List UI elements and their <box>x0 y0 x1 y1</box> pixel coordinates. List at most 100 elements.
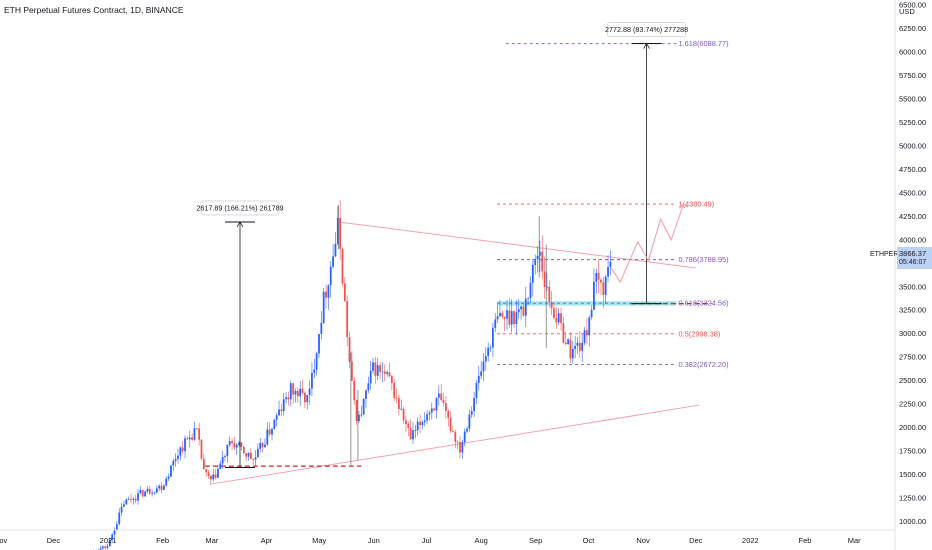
candle-body <box>111 534 114 540</box>
candle-body <box>353 380 356 400</box>
candle-body <box>282 399 285 412</box>
candle-body <box>477 375 480 383</box>
candle-body <box>101 546 104 549</box>
candle-body <box>578 342 581 351</box>
candle-body <box>546 286 548 288</box>
candle-body <box>141 490 144 497</box>
candle-body <box>289 383 292 400</box>
candle-body <box>292 383 295 395</box>
candle-body <box>245 453 248 457</box>
candle-body <box>482 361 485 372</box>
price-tick-label: 1250.00 <box>899 494 926 503</box>
candle-body <box>372 362 374 371</box>
candle-body <box>543 271 546 288</box>
candle-body <box>531 264 534 283</box>
candle-body <box>123 504 125 507</box>
candle-body <box>339 217 342 249</box>
candle-body <box>148 488 151 494</box>
price-tick-label: 5000.00 <box>899 141 926 150</box>
candle-body <box>127 498 130 500</box>
price-tick-label: 5500.00 <box>899 94 926 103</box>
candle-body <box>271 428 273 435</box>
candle-body <box>501 312 504 317</box>
candle-body <box>553 308 555 319</box>
candle-body <box>226 444 229 457</box>
price-tick-label: 6000.00 <box>899 48 926 57</box>
candle-body <box>510 311 513 325</box>
candle-body <box>393 382 396 398</box>
last-price: 3866.37 <box>899 249 927 258</box>
candle-body <box>369 370 372 384</box>
time-axis[interactable]: Nov Dec 2021 Feb Mar Apr May Jun Jul Aug Sep Oct Nov… <box>0 536 861 545</box>
candle-body <box>421 422 424 426</box>
candle-body <box>402 408 405 421</box>
candle-body <box>588 317 591 336</box>
candle-body <box>195 428 198 430</box>
resistance-trendline[interactable] <box>338 221 696 269</box>
candle-body <box>426 414 428 421</box>
candle-body <box>609 261 612 267</box>
candle-body <box>583 330 586 343</box>
candle-body <box>522 306 525 316</box>
candle-body <box>108 539 111 547</box>
price-tick-label: 2500.00 <box>899 376 926 385</box>
candle-body <box>346 301 349 338</box>
candle-body <box>130 498 132 500</box>
support-trendline[interactable] <box>211 404 700 485</box>
candle-body <box>496 316 499 320</box>
time-tick-label: Dec <box>689 536 703 545</box>
candle-body <box>249 452 252 459</box>
candle-body <box>132 498 135 500</box>
candle-body <box>409 427 412 440</box>
candle-body <box>600 279 602 283</box>
candle-body <box>233 443 236 448</box>
candle-body <box>397 398 400 409</box>
candle-body <box>327 285 330 298</box>
candle-body <box>278 409 280 416</box>
candle-body <box>167 476 170 479</box>
candle-body <box>536 255 539 260</box>
candle-body <box>120 506 123 513</box>
candle-body <box>228 441 231 445</box>
time-tick-label: Feb <box>798 536 811 545</box>
candle-body <box>541 251 544 272</box>
candle-body <box>508 310 511 325</box>
candle-body <box>261 442 264 448</box>
price-axis[interactable]: 1000.00 1250.00 1500.00 1750.00 2000.00 2250.… <box>899 1 926 526</box>
candle-body <box>280 409 283 412</box>
price-tick-label: 2000.00 <box>899 423 926 432</box>
candle-body <box>313 369 316 374</box>
projection-path[interactable] <box>610 203 685 284</box>
candle-body <box>604 276 607 295</box>
candle-body <box>383 371 386 374</box>
candle-body <box>202 458 205 470</box>
candle-body <box>318 333 320 354</box>
candle-body <box>355 399 358 422</box>
candle-body <box>322 291 325 323</box>
price-tick-label: 6250.00 <box>899 24 926 33</box>
candle-body <box>301 388 304 394</box>
fib-level-label: 0.786(3788.95) <box>678 255 728 264</box>
candle-body <box>294 390 297 395</box>
candle-body <box>264 444 266 448</box>
candle-body <box>574 345 577 350</box>
candle-body <box>334 243 337 257</box>
candle-body <box>198 428 201 440</box>
candle-body <box>562 323 565 343</box>
candle-body <box>461 442 464 453</box>
measure-label: 2772.88 (83.74%) 277288 <box>605 25 688 34</box>
candle-body <box>224 456 226 457</box>
support-zone[interactable] <box>496 301 677 306</box>
candle-body <box>137 493 139 501</box>
candle-body <box>188 437 191 440</box>
price-tick-label: 1750.00 <box>899 447 926 456</box>
measure-label: 2617.89 (166.21%) 261789 <box>196 203 283 212</box>
fib-level-label: 0.5(2998.38) <box>678 329 720 338</box>
candle-body <box>527 298 530 299</box>
candle-body <box>470 411 473 415</box>
candle-body <box>597 272 600 280</box>
candle-body <box>538 251 541 256</box>
candle-body <box>607 266 609 277</box>
candle-body <box>381 371 384 373</box>
